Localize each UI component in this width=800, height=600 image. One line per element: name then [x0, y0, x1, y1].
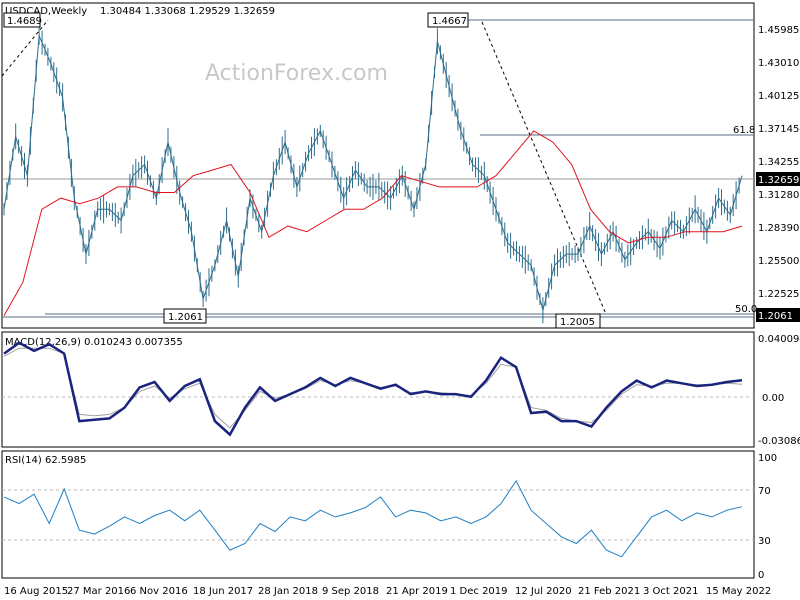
x-tick-label: 1 Dec 2019 [450, 586, 508, 597]
y-tick-label: 1.25500 [758, 256, 799, 267]
chart-title: USDCAD,Weekly [5, 6, 87, 17]
trendline-down [481, 21, 607, 315]
y-tick-label: 1.43010 [758, 58, 799, 69]
rsi-y-tick-label: 100 [758, 453, 777, 464]
watermark: ActionForex.com [205, 61, 388, 86]
x-tick-label: 27 Mar 2016 [67, 586, 130, 597]
fib-618-label: 61.8 [733, 125, 755, 136]
x-tick-label: 9 Sep 2018 [322, 586, 379, 597]
x-axis: 16 Aug 2015 27 Mar 2016 6 Nov 2016 18 Ju… [4, 586, 771, 597]
label-14667: 1.4667 [427, 12, 469, 28]
y-tick-label: 1.34255 [758, 157, 799, 168]
current-price-text: 1.32659 [758, 175, 799, 186]
macd-panel [1, 331, 755, 448]
x-tick-label: 18 Jun 2017 [193, 586, 253, 597]
rsi-line [3, 479, 743, 558]
x-tick-label: 6 Nov 2016 [130, 586, 188, 597]
y-tick-label: 1.28390 [758, 223, 799, 234]
label-12005: 1.2005 [555, 313, 601, 329]
macd-title: MACD(12,26,9) 0.010243 0.007355 [5, 337, 183, 348]
current-price-label: 1.32659 [756, 172, 800, 186]
moving-average-line [3, 130, 743, 317]
x-tick-label: 21 Apr 2019 [386, 586, 448, 597]
right-level-label: 1.2061 [756, 308, 800, 322]
y-tick-label: 1.31280 [758, 190, 799, 201]
ohlc-values: 1.30484 1.33068 1.29529 1.32659 [100, 6, 275, 17]
y-tick-label: 1.37145 [758, 124, 799, 135]
label-14689: 1.4689 [3, 12, 42, 28]
rsi-y-tick-label: 0 [758, 570, 764, 581]
x-tick-label: 16 Aug 2015 [4, 586, 68, 597]
price-line [3, 35, 743, 313]
x-tick-label: 21 Feb 2021 [578, 586, 640, 597]
fib-50-label: 50.0 [735, 304, 757, 315]
label-14667-text: 1.4667 [432, 16, 467, 27]
right-level-text: 1.2061 [758, 311, 793, 322]
label-14689-text: 1.4689 [7, 16, 42, 27]
macd-line [3, 341, 743, 437]
y-tick-label: 1.45985 [758, 25, 799, 36]
trendline-up-left [1, 19, 49, 77]
label-12061-mid: 1.2061 [163, 308, 207, 324]
x-tick-label: 15 May 2022 [706, 586, 771, 597]
main-y-axis: 1.45985 1.43010 1.40125 1.37145 1.34255 … [758, 25, 799, 300]
x-tick-label: 3 Oct 2021 [643, 586, 698, 597]
x-tick-label: 12 Jul 2020 [515, 586, 572, 597]
macd-y-tick-label: -0.03086 [758, 436, 800, 447]
main-panel [1, 2, 755, 329]
x-tick-label: 28 Jan 2018 [258, 586, 318, 597]
rsi-y-tick-label: 70 [758, 486, 771, 497]
macd-y-tick-label: 0.00 [762, 393, 784, 404]
rsi-panel [1, 450, 755, 579]
label-12061-mid-text: 1.2061 [168, 312, 203, 323]
label-12005-text: 1.2005 [560, 317, 595, 328]
y-tick-label: 1.40125 [758, 91, 799, 102]
y-tick-label: 1.22525 [758, 289, 799, 300]
macd-y-tick-label: 0.040094 [758, 334, 800, 345]
rsi-y-tick-label: 30 [758, 536, 771, 547]
rsi-title: RSI(14) 62.5985 [5, 455, 86, 466]
